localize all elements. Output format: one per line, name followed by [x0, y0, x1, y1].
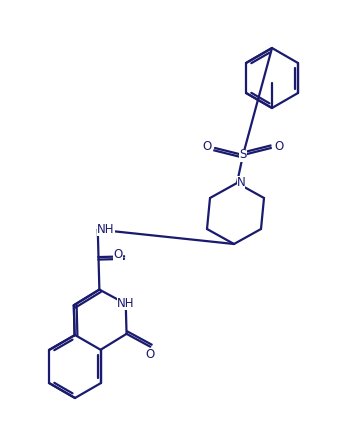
Text: O: O [146, 348, 155, 361]
Text: S: S [239, 149, 247, 161]
Text: O: O [202, 139, 212, 153]
Text: N: N [237, 176, 245, 188]
Text: NH: NH [117, 297, 135, 311]
Text: O: O [274, 139, 283, 153]
Text: O: O [113, 248, 123, 262]
Text: NH: NH [97, 223, 115, 236]
